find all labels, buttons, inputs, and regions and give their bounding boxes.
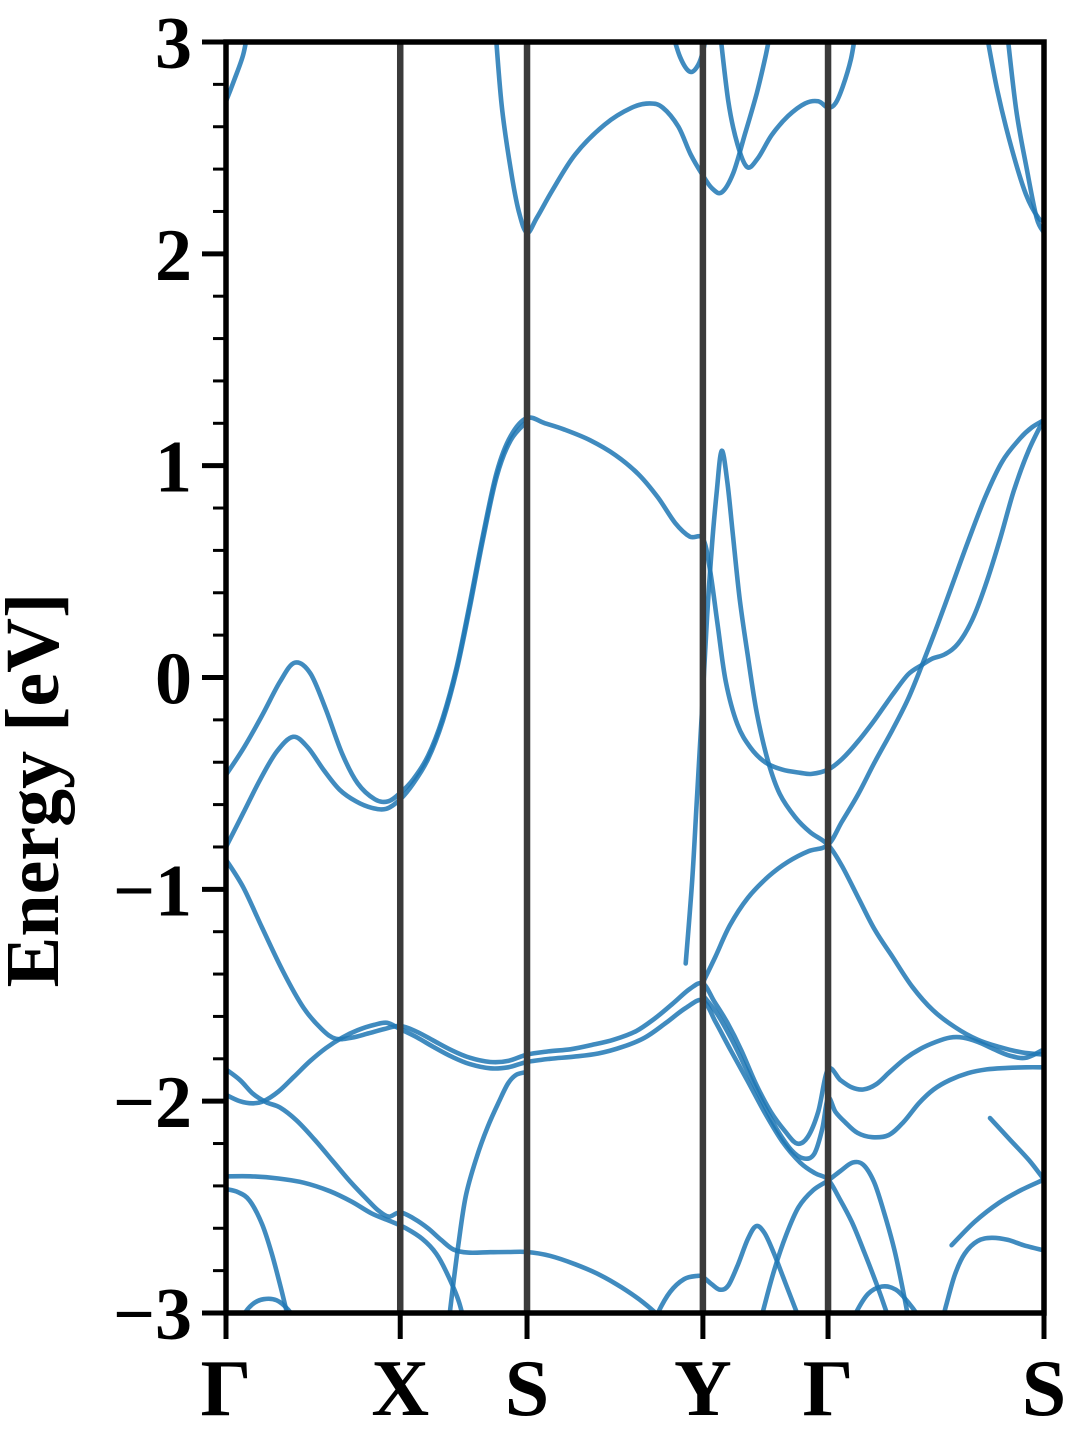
band-conduction-YG-GS: [718, 42, 857, 170]
axes-frame-group: [223, 39, 1047, 1316]
band-Y-bottom-bump: [655, 1223, 800, 1313]
band-bottomleft-hump: [242, 1296, 294, 1313]
band-topleft-corner: [226, 42, 249, 104]
y-tick-label: −3: [113, 1274, 192, 1356]
y-tick-label: −1: [113, 850, 192, 932]
y-axis-label: Energy [eV]: [0, 593, 75, 988]
band-Y-spike: [683, 448, 1044, 1057]
y-tick-label: 3: [155, 3, 192, 85]
x-tick-label: Γ: [201, 1345, 252, 1433]
band-flat-pair-b: [226, 1186, 290, 1313]
band-valence-main: [226, 415, 1044, 805]
x-tick-label: S: [1022, 1345, 1067, 1433]
band-L2-wiggly-lower: [226, 997, 890, 1313]
x-tick-label: X: [371, 1345, 429, 1433]
band-conduction-XS-SY-YG: [494, 42, 771, 235]
band-S2-cross-down: [987, 1115, 1044, 1182]
x-tick-label: Γ: [803, 1345, 854, 1433]
band-conduction-S2-b: [1005, 42, 1044, 235]
band-conduction-S2-a: [985, 42, 1044, 223]
band-dirac-riser: [700, 417, 1044, 985]
band-lines-group: [226, 42, 1044, 1313]
axes-frame: [223, 39, 1047, 1316]
x-tick-label: Y: [674, 1345, 732, 1433]
band-descender-A2: [700, 993, 1044, 1162]
band-L1-wiggly-upper: [226, 857, 1044, 1147]
band-YG-bottom-riser: [760, 1159, 910, 1313]
high-symmetry-lines-group: [396, 42, 832, 1313]
y-tick-label: 1: [155, 427, 192, 509]
ticks-group: [202, 39, 1047, 1339]
band-G-descend-to-flat: [226, 1067, 659, 1313]
band-XS-bottom-riser: [447, 1069, 530, 1313]
y-tick-label: −2: [113, 1062, 192, 1144]
y-tick-label: 2: [155, 215, 192, 297]
band-valence-second-hump: [226, 418, 530, 850]
y-tick-label: 0: [155, 639, 192, 721]
x-tick-label: S: [505, 1345, 550, 1433]
band-S2-cross-up: [949, 1177, 1044, 1248]
band-flat-pair-a: [226, 1173, 465, 1313]
band-S2-bottom-hump: [941, 1235, 1044, 1313]
